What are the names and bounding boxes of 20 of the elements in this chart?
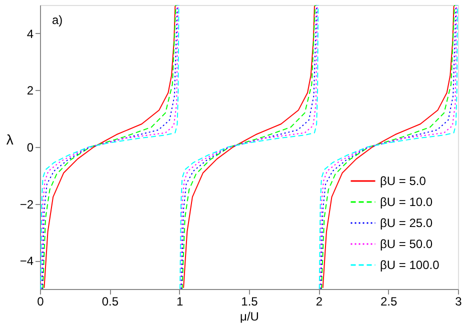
y-axis-title: λ <box>6 132 14 148</box>
x-tick-label: 3 <box>455 294 462 308</box>
y-tick-label: −4 <box>20 254 34 268</box>
y-tick-label: 4 <box>26 26 34 41</box>
x-tick-label: 0 <box>37 294 44 308</box>
y-tick-label: 2 <box>26 84 34 98</box>
y-tick-label: −2 <box>20 197 34 212</box>
legend-label: βU = 50.0 <box>380 237 433 251</box>
legend-label: βU = 25.0 <box>380 216 433 230</box>
legend-label: βU = 5.0 <box>380 174 426 188</box>
x-axis-title: μ/U <box>240 310 259 324</box>
x-tick-label: 1 <box>176 294 184 308</box>
legend-label: βU = 100.0 <box>380 258 440 272</box>
legend-label: βU = 10.0 <box>380 195 433 209</box>
x-tick-label: 0.5 <box>102 294 119 308</box>
x-tick-label: 2 <box>316 294 323 308</box>
x-tick-label: 1.5 <box>241 294 258 308</box>
annotation: a) <box>52 13 63 27</box>
x-tick-label: 2.5 <box>380 294 398 308</box>
y-tick-label: 0 <box>26 140 34 154</box>
